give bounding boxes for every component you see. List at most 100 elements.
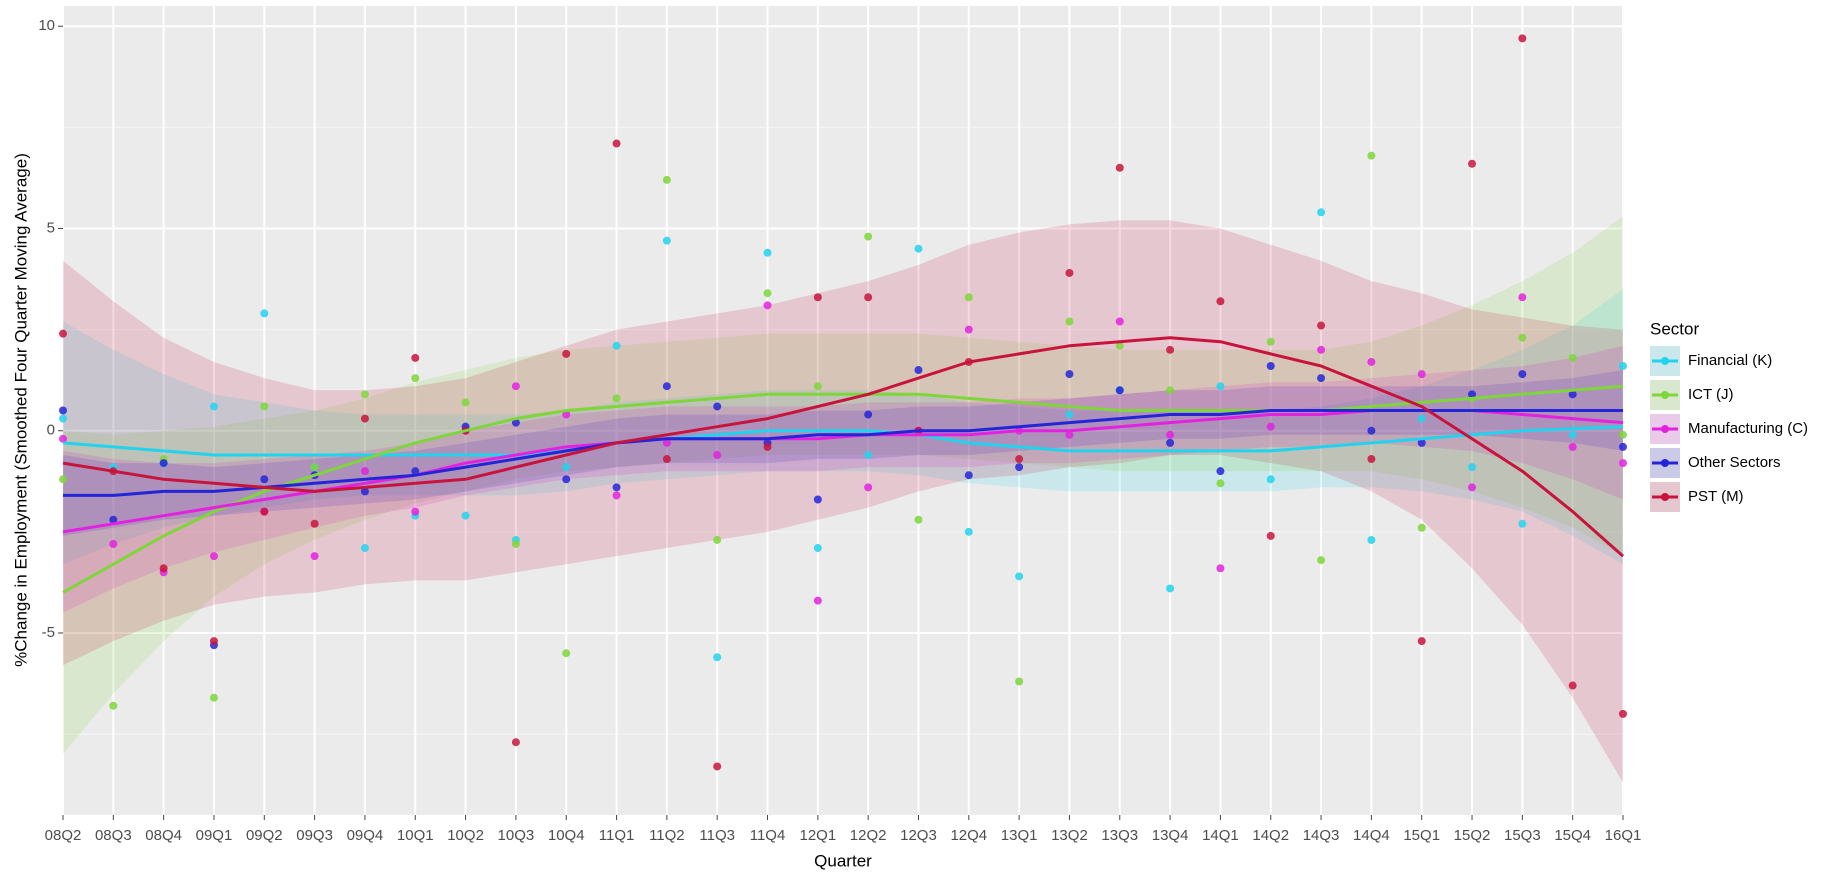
data-point xyxy=(1367,151,1376,160)
x-tick-label: 13Q2 xyxy=(1051,827,1088,844)
data-point xyxy=(109,515,118,524)
data-point xyxy=(1468,463,1477,472)
data-point xyxy=(260,475,269,484)
data-point xyxy=(1216,564,1225,573)
data-point xyxy=(511,382,520,391)
smooth-line xyxy=(62,384,1624,594)
legend-label: ICT (J) xyxy=(1688,386,1734,403)
x-tick-label: 11Q3 xyxy=(699,827,735,844)
data-point xyxy=(914,515,923,524)
x-tick-label: 10Q3 xyxy=(498,827,535,844)
legend-label: Manufacturing (C) xyxy=(1688,420,1808,437)
x-tick-label: 16Q1 xyxy=(1605,827,1642,844)
data-point xyxy=(864,450,873,459)
data-point xyxy=(1317,345,1326,354)
x-tick-label: 14Q4 xyxy=(1353,827,1390,844)
x-tick-label: 11Q1 xyxy=(599,827,635,844)
data-point xyxy=(360,544,369,553)
x-tick-label: 11Q2 xyxy=(649,827,685,844)
x-tick-label: 10Q2 xyxy=(447,827,484,844)
y-tick-label: 5 xyxy=(47,219,55,236)
smooth-line xyxy=(63,409,1623,497)
data-point xyxy=(662,236,671,245)
confidence-band xyxy=(63,216,1623,755)
data-point xyxy=(260,309,269,318)
x-tick-label: 10Q4 xyxy=(548,827,585,844)
y-tick-label: 10 xyxy=(38,17,55,34)
data-point xyxy=(562,463,571,472)
data-point xyxy=(1619,430,1627,439)
data-point xyxy=(562,349,571,358)
x-tick-label: 12Q4 xyxy=(950,827,987,844)
data-point xyxy=(1015,677,1024,686)
data-point xyxy=(1619,442,1627,451)
data-point xyxy=(109,539,118,548)
data-point xyxy=(461,511,470,520)
axes: -5 0 5 10 08Q2 08Q3 08Q4 09Q1 09Q2 09Q3 09Q4 10Q1 10… xyxy=(38,17,1641,844)
data-point xyxy=(562,649,571,658)
data-point xyxy=(662,455,671,464)
x-tick-label: 11Q4 xyxy=(750,827,786,844)
data-point xyxy=(59,434,67,443)
smooth-line xyxy=(62,425,1624,457)
data-point xyxy=(964,293,973,302)
x-tick-label: 15Q4 xyxy=(1554,827,1591,844)
confidence-band xyxy=(63,220,1623,783)
data-point xyxy=(864,232,873,241)
data-point xyxy=(1166,584,1175,593)
x-tick-label: 12Q3 xyxy=(900,827,937,844)
data-point xyxy=(310,519,319,528)
points xyxy=(59,34,1627,771)
legend-key-point xyxy=(1661,459,1669,467)
data-point xyxy=(1568,353,1577,362)
data-point xyxy=(763,301,772,310)
data-point xyxy=(310,463,319,472)
legend: Sector Financial (K) ICT (J) Manufacturing… xyxy=(1650,319,1808,512)
data-point xyxy=(1115,317,1124,326)
data-point xyxy=(662,438,671,447)
y-tick-label: -5 xyxy=(42,624,55,641)
data-point xyxy=(813,382,822,391)
data-point xyxy=(411,374,420,383)
data-point xyxy=(1115,341,1124,350)
x-tick-label: 14Q3 xyxy=(1303,827,1340,844)
data-point xyxy=(864,483,873,492)
data-point xyxy=(1417,414,1426,423)
data-point xyxy=(914,366,923,375)
data-point xyxy=(713,653,722,662)
x-tick-label: 08Q3 xyxy=(95,827,132,844)
data-point xyxy=(964,325,973,334)
data-point xyxy=(1266,422,1275,431)
data-point xyxy=(1367,535,1376,544)
data-point xyxy=(864,410,873,419)
x-tick-label: 10Q1 xyxy=(397,827,434,844)
data-point xyxy=(511,738,520,747)
data-point xyxy=(1518,333,1527,342)
data-point xyxy=(763,442,772,451)
data-point xyxy=(1266,531,1275,540)
x-tick-label: 09Q4 xyxy=(347,827,384,844)
data-point xyxy=(209,552,218,561)
grid xyxy=(62,6,1624,815)
legend-title: Sector xyxy=(1650,319,1699,338)
data-point xyxy=(159,459,168,468)
data-point xyxy=(360,467,369,476)
data-point xyxy=(813,293,822,302)
x-tick-label: 13Q3 xyxy=(1101,827,1138,844)
data-point xyxy=(813,495,822,504)
data-point xyxy=(1619,709,1627,718)
data-point xyxy=(713,762,722,771)
data-point xyxy=(1367,455,1376,464)
data-point xyxy=(813,544,822,553)
data-point xyxy=(1216,297,1225,306)
data-point xyxy=(713,402,722,411)
data-point xyxy=(612,491,621,500)
data-point xyxy=(360,487,369,496)
x-tick-label: 08Q2 xyxy=(45,827,82,844)
smooth-lines xyxy=(62,336,1624,594)
data-point xyxy=(713,450,722,459)
data-point xyxy=(1317,321,1326,330)
data-point xyxy=(763,289,772,298)
data-point xyxy=(461,398,470,407)
